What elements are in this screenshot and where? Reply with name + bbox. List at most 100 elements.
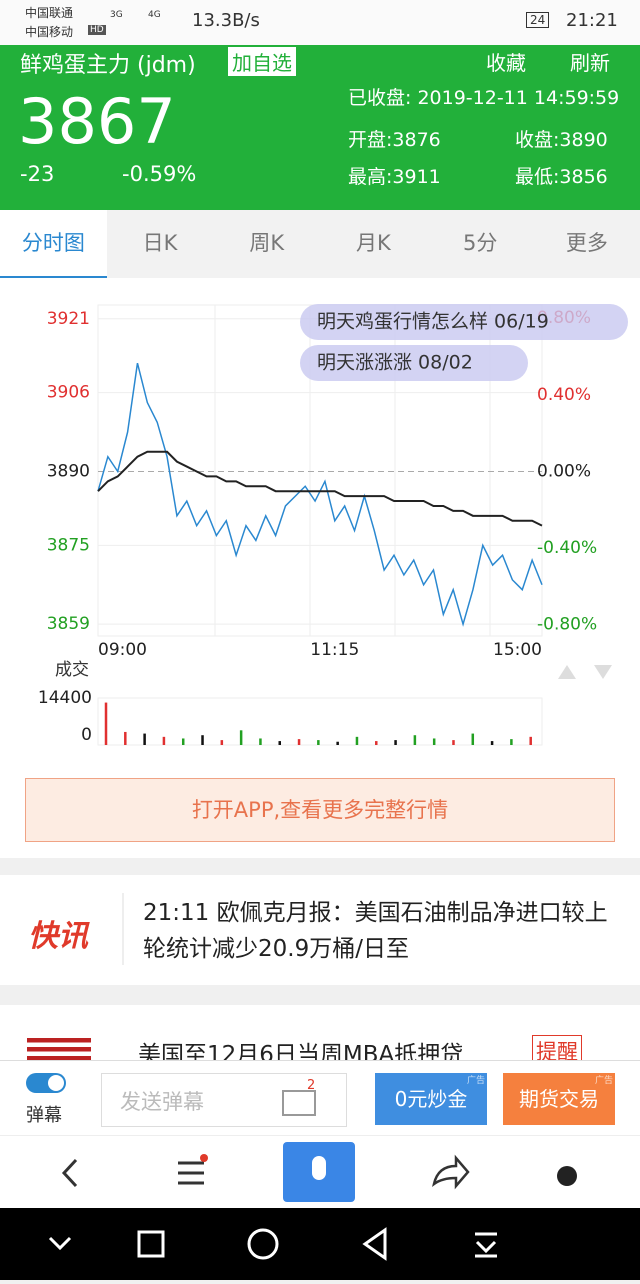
back[interactable] [365,1230,385,1258]
volume-bar [394,740,397,745]
tab[interactable]: 5分 [427,210,534,278]
change-pct: -0.59% [122,162,196,186]
input[interactable]: 发送弹幕 2 [101,1073,347,1127]
volume-bar [143,734,146,745]
y-tick-label: 3859 [47,614,90,634]
close: 收盘:3890 [515,125,608,152]
remind-button[interactable]: 提醒 [532,1035,582,1060]
home[interactable] [249,1230,277,1258]
btn-futures[interactable]: 期货交易广告 [503,1073,615,1125]
refresh[interactable]: 刷新 [570,47,610,76]
volume-bar [298,739,301,745]
price-line [98,363,542,624]
news-item[interactable]: 快讯 21:11 欧佩克月报：美国石油制品净进口较上轮统计减少20.9万桶/日至 [0,875,640,985]
carrier: 中国移动 [25,23,73,40]
x-tick-label: 11:15 [310,640,359,660]
volume-bar [529,737,532,745]
change: -23 [20,162,54,186]
baidu-icon[interactable] [557,1166,577,1186]
y2-tick-label: -0.80% [537,615,597,635]
title: 鲜鸡蛋主力 (jdm) [20,47,196,79]
tab[interactable]: 分时图 [0,210,107,278]
volume-bar [259,738,262,745]
system-icons [0,1208,640,1280]
toggle[interactable] [26,1073,66,1093]
y2-tick-label: 0.00% [537,461,591,481]
btn-gold[interactable]: 0元炒金广告 [375,1073,487,1125]
clock: 21:21 [566,10,618,31]
favorite[interactable]: 收藏 [486,47,526,76]
volume-bar [491,741,494,745]
battery: 24 [526,12,549,28]
divider [122,893,124,965]
menu-icon[interactable] [178,1163,204,1183]
price-line [98,452,542,526]
open-app-banner[interactable]: 打开APP,查看更多完整行情 [25,778,615,842]
low: 最低:3856 [515,162,608,189]
dot [200,1154,208,1162]
y-tick-label: 3875 [47,535,90,555]
y2-tick-label: -0.40% [537,538,597,558]
open: 开盘:3876 [348,125,441,152]
volume-bar [433,738,436,745]
carrier: 中国联通 [25,4,73,21]
bottom-bar: 弹幕 发送弹幕 2 0元炒金广告 期货交易广告 [0,1060,640,1136]
banner-area: 打开APP,查看更多完整行情 [0,770,640,858]
mail-icon [282,1090,316,1116]
label: 期货交易 [519,1087,599,1111]
ad: 广告 [595,1055,613,1107]
share-icon[interactable] [434,1158,468,1186]
y-tick-label: 0 [81,725,92,745]
volume-bar [356,737,359,745]
toggle-label: 弹幕 [26,1101,62,1127]
tab[interactable]: 周K [213,210,320,278]
danmaku-text: 明天鸡蛋行情怎么样 06/19 [317,311,549,333]
hd: HD [88,25,106,35]
news-logo: 快讯 [28,911,88,955]
back-icon[interactable] [64,1160,76,1186]
y-tick-label: 3890 [47,461,90,481]
add-button[interactable]: 加自选 [228,47,296,76]
high: 最高:3911 [348,162,441,189]
system-nav [0,1208,640,1280]
y-tick-label: 3921 [47,309,90,329]
recent[interactable] [139,1232,163,1256]
volume-bar [336,742,339,745]
price: 3867 [18,85,176,158]
nav-bar [0,1135,640,1209]
ad: 广告 [467,1055,485,1107]
tab[interactable]: 日K [107,210,214,278]
volume-bar [163,737,166,745]
volume-title: 成交 [55,660,89,680]
chart: 38593875389039063921-0.80%-0.40%0.00%0.4… [0,278,640,770]
volume-bar [240,730,243,745]
news-item[interactable]: 美国至12月6日当周MBA抵押贷 提醒 [0,1005,640,1060]
news-text: 21:11 欧佩克月报：美国石油制品净进口较上轮统计减少20.9万桶/日至 [143,895,613,967]
arrows [558,665,612,679]
notify[interactable] [475,1234,497,1256]
flag-icon [27,1038,91,1060]
volume-bar [375,741,378,745]
label: 0元炒金 [395,1087,468,1111]
status-bar: 中国联通 中国移动 HD 3G 4G 13.3B/s 24 21:21 [0,0,640,45]
volume-bar [105,703,108,745]
tab[interactable]: 月K [320,210,427,278]
volume-bar [452,740,455,745]
volume-bar [182,738,185,745]
down[interactable] [50,1238,70,1248]
x-tick-label: 09:00 [98,640,147,660]
volume-bar [278,741,281,745]
volume-bar [414,735,417,745]
badge: 2 [307,1078,315,1093]
header: 鲜鸡蛋主力 (jdm) 加自选 收藏 刷新 3867 -23 -0.59% 已收… [0,45,640,210]
y-tick-label: 14400 [38,688,92,708]
nav-icons [0,1136,640,1209]
tab[interactable]: 更多 [534,210,640,278]
net: 3G [110,10,123,20]
y2-tick-label: 0.40% [537,385,591,405]
net: 4G [148,10,161,20]
x-tick-label: 15:00 [493,640,542,660]
news-text: 美国至12月6日当周MBA抵押贷 [138,1035,463,1060]
